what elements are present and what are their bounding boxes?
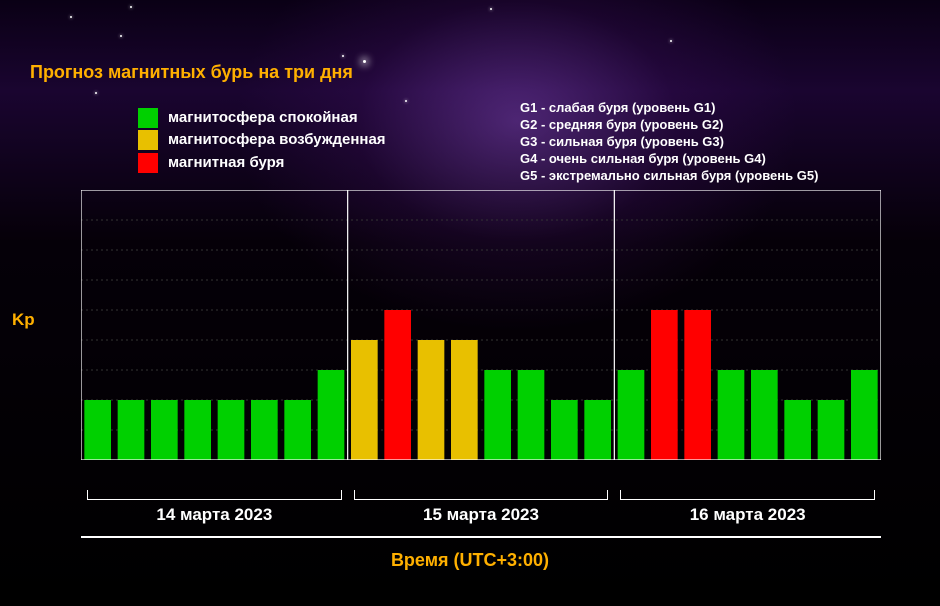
bar-chart: 0123456789G1G2G3G4G506:0012:0018:0000:00… (81, 190, 881, 460)
star-decoration (405, 100, 407, 102)
legend-g-item: G1 - слабая буря (уровень G1) (520, 100, 818, 117)
bar (718, 370, 745, 460)
date-label: 15 марта 2023 (351, 505, 611, 525)
legend-swatch (138, 130, 158, 150)
star-decoration (120, 35, 122, 37)
star-decoration (95, 92, 97, 94)
bar (351, 340, 378, 460)
bar (651, 310, 678, 460)
legend-label: магнитосфера спокойная (168, 108, 358, 128)
bar (818, 400, 845, 460)
bar (684, 310, 711, 460)
bar (584, 400, 611, 460)
star-decoration (670, 40, 672, 42)
legend-g-item: G2 - средняя буря (уровень G2) (520, 117, 818, 134)
star-decoration (490, 8, 492, 10)
bar (484, 370, 511, 460)
day-bracket (620, 490, 875, 500)
bar (284, 400, 311, 460)
day-bracket (354, 490, 609, 500)
legend-color: магнитосфера спокойнаямагнитосфера возбу… (138, 108, 386, 175)
bar (851, 370, 878, 460)
legend-swatch (138, 108, 158, 128)
bar (118, 400, 145, 460)
date-label: 16 марта 2023 (618, 505, 878, 525)
bar (84, 400, 111, 460)
bar (451, 340, 478, 460)
legend-g-item: G4 - очень сильная буря (уровень G4) (520, 151, 818, 168)
bar (218, 400, 245, 460)
bar (318, 370, 345, 460)
star-decoration (70, 16, 72, 18)
legend-g-item: G3 - сильная буря (уровень G3) (520, 134, 818, 151)
date-label: 14 марта 2023 (84, 505, 344, 525)
bar (384, 310, 411, 460)
x-axis-label: Время (UTC+3:00) (0, 550, 940, 571)
star-decoration (363, 60, 366, 63)
legend-item: магнитосфера возбужденная (138, 130, 386, 150)
bar (784, 400, 811, 460)
star-decoration (342, 55, 344, 57)
legend-g-scale: G1 - слабая буря (уровень G1)G2 - средня… (520, 100, 818, 184)
bottom-divider (81, 536, 881, 538)
legend-g-item: G5 - экстремально сильная буря (уровень … (520, 168, 818, 185)
legend-label: магнитная буря (168, 153, 284, 173)
bar (551, 400, 578, 460)
legend-item: магнитная буря (138, 153, 386, 173)
y-axis-label: Kp (12, 310, 35, 330)
bar (151, 400, 178, 460)
legend-label: магнитосфера возбужденная (168, 130, 386, 150)
bar (251, 400, 278, 460)
bar (418, 340, 445, 460)
bar (518, 370, 545, 460)
bar (618, 370, 645, 460)
chart-title: Прогноз магнитных бурь на три дня (30, 62, 353, 83)
day-bracket (87, 490, 342, 500)
legend-swatch (138, 153, 158, 173)
bar (184, 400, 211, 460)
bar (751, 370, 778, 460)
legend-item: магнитосфера спокойная (138, 108, 386, 128)
star-decoration (130, 6, 132, 8)
